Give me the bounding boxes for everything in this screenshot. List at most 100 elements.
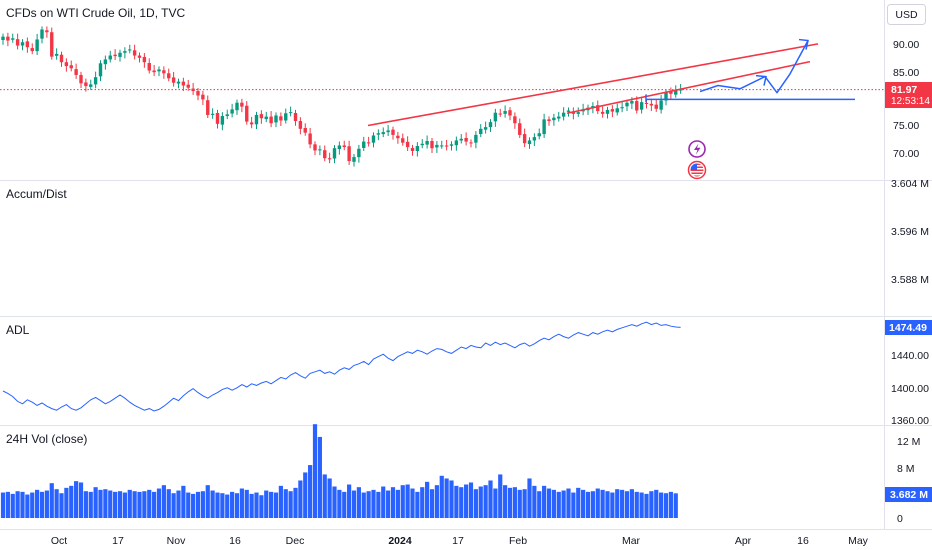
volume-bar: [561, 490, 566, 518]
resistance-line: [566, 60, 811, 115]
volume-bar: [624, 491, 630, 518]
volume-bar: [312, 424, 318, 518]
volume-bar: [20, 491, 25, 518]
candle-body: [522, 134, 527, 144]
volume-bar: [259, 495, 264, 518]
candle-body: [64, 62, 69, 67]
candle-body: [318, 149, 322, 151]
candle-body: [474, 134, 478, 143]
candle-body: [459, 138, 463, 141]
adl-tick-label: 1400.00: [891, 383, 929, 395]
volume-bar: [317, 436, 322, 518]
volume-bar: [273, 492, 279, 518]
adl-title: ADL: [6, 323, 30, 337]
candle-body: [347, 146, 351, 161]
volume-title: 24H Vol (close): [6, 432, 87, 446]
candle-body: [420, 143, 424, 146]
volume-bar: [576, 487, 581, 518]
candle-body: [20, 42, 25, 46]
volume-bar: [551, 489, 556, 518]
volume-bar: [454, 485, 459, 518]
volume-bar: [44, 490, 49, 518]
volume-bar: [444, 478, 449, 518]
volume-bar: [473, 489, 478, 518]
candle-body: [113, 54, 117, 57]
volume-last-value: 3.682 M: [890, 489, 928, 501]
candle-body: [25, 41, 30, 48]
volume-bar: [83, 491, 88, 518]
date-tick-label: 16: [229, 535, 241, 547]
volume-bar: [673, 493, 678, 518]
candle-body: [639, 102, 644, 110]
volume-bar: [478, 486, 483, 518]
candle-body: [128, 49, 132, 51]
candle-body: [245, 105, 249, 122]
currency-button[interactable]: USD: [887, 4, 926, 25]
volume-bar: [88, 491, 93, 518]
candle-body: [352, 157, 356, 162]
volume-bar: [186, 492, 191, 518]
volume-bar: [468, 482, 474, 518]
candle-body: [142, 56, 147, 63]
candle-body: [440, 145, 444, 147]
volume-bar: [200, 491, 205, 518]
candle-body: [6, 36, 10, 41]
candle-body: [288, 112, 293, 114]
candle-body: [357, 148, 361, 158]
volume-bar: [615, 489, 620, 518]
candle-body: [35, 39, 39, 52]
candle-body: [444, 145, 449, 147]
volume-bar: [390, 487, 396, 518]
volume-bar: [25, 494, 30, 518]
candle-body: [649, 103, 654, 106]
volume-bar: [595, 488, 600, 518]
volume-bar: [293, 487, 298, 518]
candle-body: [503, 111, 507, 114]
candle-body: [532, 137, 537, 141]
volume-bar: [303, 472, 308, 518]
date-tick-label: 2024: [388, 535, 412, 547]
volume-bar: [108, 490, 113, 518]
volume-bar: [488, 480, 493, 518]
candle-body: [620, 107, 624, 109]
volume-bar: [585, 491, 591, 518]
lightning-icon[interactable]: [688, 140, 706, 158]
candle-body: [337, 145, 342, 150]
candle-body: [635, 101, 639, 111]
adl-value-badge: 1474.49: [885, 320, 932, 335]
candle-body: [230, 109, 234, 114]
volume-bar: [546, 488, 552, 518]
candle-body: [644, 102, 649, 104]
candle-body: [430, 141, 434, 149]
volume-bar: [132, 491, 137, 518]
volume-bar: [269, 491, 274, 518]
volume-bar: [663, 493, 669, 518]
date-tick-label: Feb: [509, 535, 527, 547]
candle-body: [605, 109, 610, 114]
candle-body: [469, 142, 473, 144]
volume-bar: [420, 487, 425, 518]
candle-body: [547, 119, 551, 122]
candle-body: [464, 137, 468, 142]
candle-body: [537, 133, 541, 137]
candle-body: [186, 84, 190, 88]
candle-body: [89, 84, 93, 87]
candle-body: [45, 30, 49, 33]
volume-bar: [171, 493, 176, 518]
candle-body: [69, 65, 73, 69]
candle-body: [220, 116, 225, 125]
volume-bar: [351, 490, 357, 518]
volume-bar: [278, 485, 283, 518]
candle-body: [123, 51, 127, 53]
volume-bar: [347, 484, 352, 518]
volume-bar: [356, 487, 361, 518]
price-tick-label: 75.00: [893, 120, 919, 132]
candle-body: [659, 100, 663, 110]
volume-bar: [571, 492, 576, 518]
last-price-value: 81.97: [891, 84, 917, 96]
volume-bar: [415, 491, 420, 518]
candle-body: [557, 116, 561, 119]
candle-body: [596, 105, 600, 112]
us-flag-icon[interactable]: [687, 160, 707, 180]
